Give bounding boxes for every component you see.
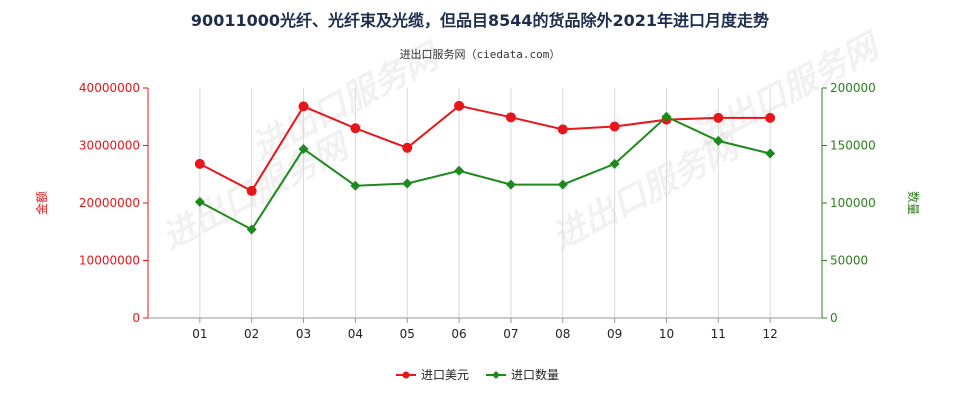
y-tick-label-right: 50000: [830, 254, 868, 268]
y-tick-label-right: 0: [830, 311, 838, 325]
data-point-1: [298, 101, 309, 112]
x-tick-label: 07: [503, 327, 518, 341]
data-point-2: [298, 143, 309, 154]
axes: 0 10000000 20000000 30000000 40000000 0 50000 1…: [79, 81, 876, 341]
series-line-2: [199, 115, 771, 231]
data-point-1: [350, 123, 361, 134]
data-point-1: [609, 121, 620, 132]
series-line-1: [199, 104, 771, 193]
x-tick-label: 03: [296, 327, 311, 341]
x-tick-label: 01: [192, 327, 207, 341]
data-point-2: [194, 196, 205, 207]
legend: 进口美元 进口数量: [396, 367, 559, 382]
data-point-2: [402, 178, 413, 189]
x-tick-label: 06: [451, 327, 466, 341]
data-point-2: [246, 224, 257, 235]
data-point-1: [454, 100, 465, 111]
y-axis-right-title: 数量: [906, 191, 921, 215]
chart-title: 90011000光纤、光纤束及光缆，但品目8544的货品除外2021年进口月度走…: [191, 11, 769, 30]
x-tick-label: 08: [555, 327, 570, 341]
x-tick-label: 04: [348, 327, 363, 341]
y-tick-label-left: 10000000: [79, 254, 140, 268]
y-tick-label-right: 150000: [830, 139, 876, 153]
data-point-2: [713, 135, 724, 146]
series-layer: [194, 100, 776, 235]
y-tick-label-left: 40000000: [79, 81, 140, 95]
data-point-1: [194, 158, 205, 169]
data-point-2: [454, 165, 465, 176]
data-point-2: [765, 148, 776, 159]
data-point-2: [505, 179, 516, 190]
data-point-2: [609, 158, 620, 169]
legend-marker: [402, 371, 410, 379]
data-point-1: [402, 142, 413, 153]
y-tick-label-left: 0: [132, 311, 140, 325]
data-point-1: [246, 185, 257, 196]
x-tick-label: 09: [607, 327, 622, 341]
x-tick-label: 12: [763, 327, 778, 341]
y-tick-label-right: 100000: [830, 196, 876, 210]
x-tick-label: 11: [711, 327, 726, 341]
data-point-1: [765, 112, 776, 123]
legend-label: 进口美元: [421, 368, 469, 382]
y-tick-label-right: 200000: [830, 81, 876, 95]
legend-label: 进口数量: [511, 367, 559, 382]
data-point-2: [350, 180, 361, 191]
x-tick-label: 02: [244, 327, 259, 341]
data-point-2: [661, 111, 672, 122]
y-tick-label-left: 30000000: [79, 139, 140, 153]
x-tick-label: 05: [400, 327, 415, 341]
y-tick-label-left: 20000000: [79, 196, 140, 210]
data-point-1: [713, 112, 724, 123]
data-point-2: [557, 179, 568, 190]
chart-subtitle: 进出口服务网（ciedata.com）: [400, 47, 561, 61]
x-tick-label: 10: [659, 327, 674, 341]
y-axis-left-title: 金额: [34, 191, 49, 215]
data-point-1: [505, 112, 516, 123]
data-point-1: [557, 124, 568, 135]
legend-marker: [492, 371, 500, 379]
